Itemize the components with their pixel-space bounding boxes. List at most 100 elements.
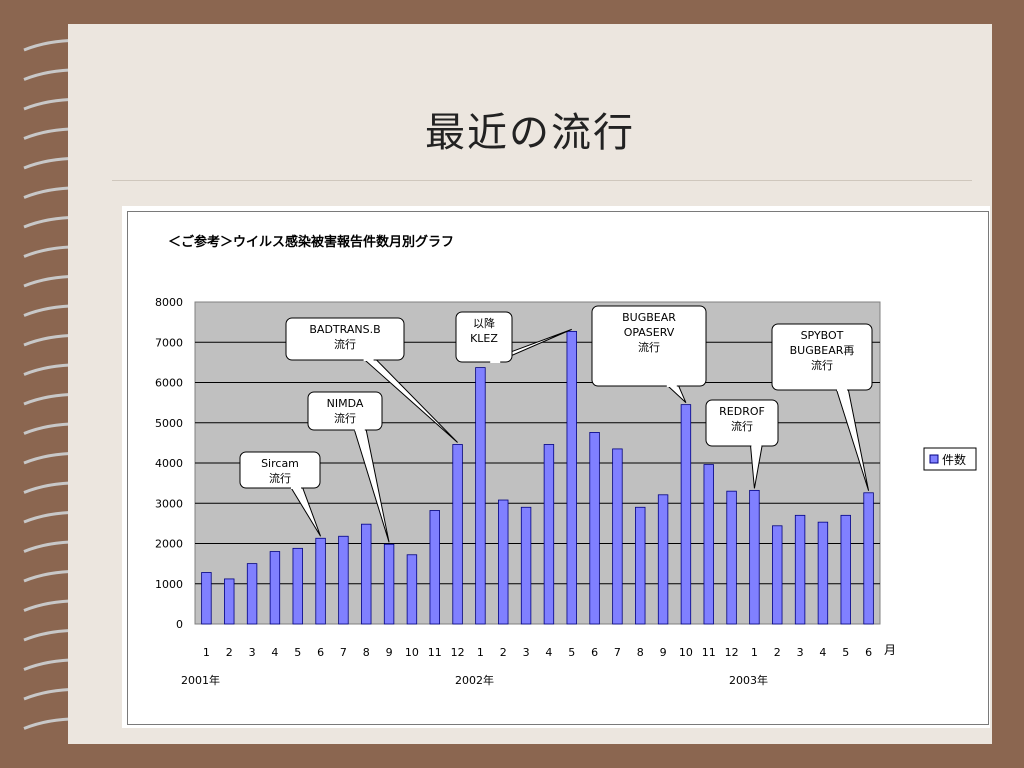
bar-chart: ＜ご参考＞ウイルス感染被害報告件数月別グラフ 0 1000 2000 3000 4000… (155, 234, 977, 687)
x-tick-label: 10 (405, 646, 419, 659)
x-tick-label: 3 (797, 646, 804, 659)
callout-text: REDROF (719, 405, 765, 418)
callout-text: 以降 (473, 316, 495, 330)
x-tick-label: 12 (451, 646, 465, 659)
callout-text: BUGBEAR (622, 311, 676, 324)
chart-frame: ＜ご参考＞ウイルス感染被害報告件数月別グラフ 0 1000 2000 3000 4000… (127, 211, 989, 725)
bar (269, 551, 281, 625)
y-tick-label: 3000 (155, 497, 183, 510)
x-tick-label: 11 (702, 646, 716, 659)
x-tick-label: 3 (523, 646, 530, 659)
callout-join (837, 387, 847, 391)
year-label: 2003年 (729, 673, 768, 687)
bar (201, 572, 212, 625)
bar (863, 492, 874, 625)
x-tick-label: 6 (591, 646, 598, 659)
callout-text: 流行 (269, 471, 291, 485)
legend-box (923, 447, 977, 471)
bar (726, 490, 737, 625)
bar (703, 464, 714, 625)
callout-join (490, 359, 501, 363)
callout-text: 流行 (638, 340, 660, 354)
bar (635, 506, 646, 625)
callout-text: Sircam (261, 457, 299, 470)
bar (840, 514, 851, 625)
bar (817, 521, 829, 625)
x-tick-label: 5 (568, 646, 575, 659)
legend-swatch (929, 454, 939, 464)
callout-box (771, 323, 873, 391)
bar (224, 578, 235, 625)
callout-text: SPYBOT (801, 329, 844, 342)
bar (498, 499, 509, 625)
callout-text: 流行 (811, 358, 833, 372)
x-tick-label: 8 (637, 646, 644, 659)
bar (315, 537, 326, 625)
callout-join (363, 357, 374, 361)
x-tick-label: 2 (500, 646, 507, 659)
x-tick-label: 12 (725, 646, 739, 659)
callout-box (285, 317, 405, 361)
x-tick-label: 5 (842, 646, 849, 659)
x-tick-label: 4 (819, 646, 826, 659)
title-divider (112, 180, 972, 181)
x-tick-label: 4 (271, 646, 278, 659)
bar (383, 543, 395, 625)
callout-text: 流行 (334, 411, 356, 425)
y-tick-label: 5000 (155, 417, 183, 430)
bar (292, 547, 303, 625)
x-tick-label: 9 (660, 646, 667, 659)
bar (772, 525, 783, 625)
x-tick-label: 7 (614, 646, 621, 659)
x-tick-label: 7 (340, 646, 347, 659)
y-tick-label: 0 (176, 618, 183, 631)
callout-text: NIMDA (327, 397, 364, 410)
bar (406, 554, 418, 625)
callout-text: KLEZ (470, 332, 498, 345)
bar (246, 563, 258, 625)
callout-join (666, 383, 677, 387)
callout-text: OPASERV (624, 326, 675, 339)
bar (543, 444, 555, 625)
callout-join (291, 485, 301, 489)
bar (475, 367, 486, 625)
callout-text: 流行 (731, 419, 753, 433)
bar (452, 444, 463, 625)
x-unit-label: 月 (884, 643, 896, 657)
bar (361, 523, 372, 625)
x-tick-label: 6 (865, 646, 872, 659)
x-tick-label: 2 (226, 646, 233, 659)
x-tick-label: 9 (386, 646, 393, 659)
bar (589, 432, 600, 625)
bar (566, 330, 577, 625)
bar (749, 489, 760, 625)
x-tick-label: 6 (317, 646, 324, 659)
year-label: 2002年 (455, 673, 494, 687)
y-tick-label: 1000 (155, 578, 183, 591)
chart-panel: ＜ご参考＞ウイルス感染被害報告件数月別グラフ 0 1000 2000 3000 4000… (122, 206, 990, 728)
callout-box (705, 399, 779, 447)
bar (338, 535, 349, 625)
bar (612, 448, 623, 625)
bar (680, 404, 692, 625)
callout-box (591, 305, 707, 387)
year-label: 2001年 (181, 673, 220, 687)
x-tick-label: 8 (363, 646, 370, 659)
y-tick-label: 7000 (155, 336, 183, 349)
x-tick-label: 5 (294, 646, 301, 659)
y-tick-label: 8000 (155, 296, 183, 309)
callout-box (239, 451, 321, 489)
legend-label: 件数 (942, 452, 966, 467)
x-tick-label: 4 (545, 646, 552, 659)
x-tick-label: 1 (751, 646, 758, 659)
callout-join (354, 427, 365, 431)
bar (657, 494, 669, 625)
y-tick-label: 2000 (155, 538, 183, 551)
x-tick-label: 1 (203, 646, 210, 659)
x-tick-label: 1 (477, 646, 484, 659)
callout-text: 流行 (334, 337, 356, 351)
slide-title: 最近の流行 (425, 110, 635, 156)
callout-join (751, 443, 762, 447)
x-tick-label: 10 (679, 646, 693, 659)
x-tick-label: 11 (428, 646, 442, 659)
